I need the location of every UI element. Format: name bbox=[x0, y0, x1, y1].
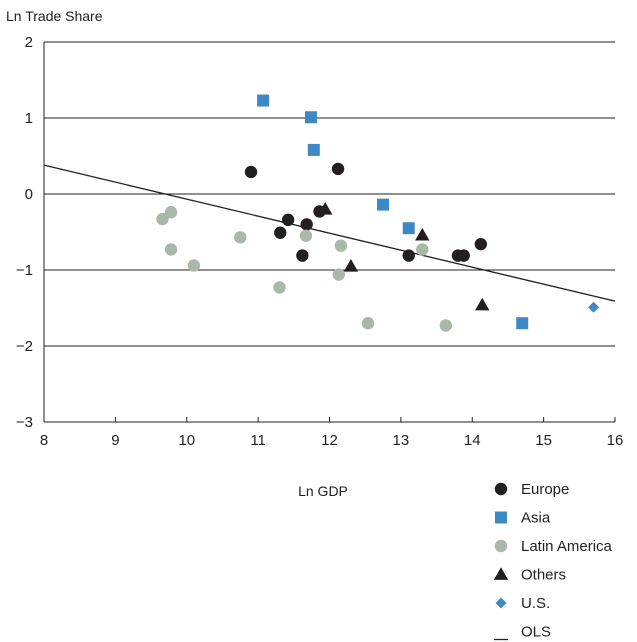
legend-label-latin-america: Latin America bbox=[521, 538, 613, 555]
point-europe bbox=[457, 249, 470, 262]
y-tick-label: −3 bbox=[16, 414, 33, 431]
point-u-s bbox=[588, 301, 600, 313]
point-latin-america bbox=[439, 319, 453, 332]
point-latin-america bbox=[416, 243, 429, 256]
point-others bbox=[415, 227, 430, 241]
point-europe bbox=[244, 165, 258, 179]
legend-label-others: Others bbox=[521, 567, 566, 584]
legend-swatch-europe bbox=[494, 482, 508, 496]
point-latin-america bbox=[156, 212, 169, 226]
point-asia bbox=[377, 198, 390, 211]
point-europe bbox=[300, 218, 313, 231]
legend-swatch-latin-america bbox=[494, 539, 508, 553]
legend-label-u-s: U.S. bbox=[521, 595, 550, 612]
point-latin-america bbox=[334, 239, 348, 252]
point-europe bbox=[274, 226, 287, 239]
ols-line bbox=[43, 164, 616, 302]
point-europe bbox=[331, 162, 345, 176]
legend-swatch-others bbox=[493, 567, 509, 580]
point-europe bbox=[402, 249, 415, 262]
x-tick-label: 13 bbox=[393, 432, 410, 449]
x-tick-label: 12 bbox=[321, 432, 338, 449]
marks-layer bbox=[156, 94, 600, 332]
y-tick-label: 2 bbox=[25, 34, 33, 51]
x-tick-label: 9 bbox=[111, 432, 119, 449]
y-tick-label: 0 bbox=[25, 186, 33, 203]
point-latin-america bbox=[332, 268, 345, 281]
point-others bbox=[318, 202, 333, 215]
y-tick-label: −2 bbox=[16, 338, 33, 355]
x-tick-label: 15 bbox=[535, 432, 552, 449]
point-others bbox=[343, 259, 359, 272]
x-tick-label: 16 bbox=[607, 432, 624, 449]
legend: Europe Asia Latin America Others U.S. OLS bbox=[493, 481, 613, 641]
point-latin-america bbox=[361, 317, 375, 330]
point-asia bbox=[304, 111, 317, 124]
x-tick-label: 14 bbox=[464, 432, 481, 449]
y-tick-label: 1 bbox=[25, 110, 33, 127]
point-asia bbox=[516, 317, 529, 330]
x-axis-title: Ln GDP bbox=[298, 483, 348, 499]
point-latin-america bbox=[164, 243, 178, 256]
y-tick-label: −1 bbox=[16, 262, 33, 279]
point-europe bbox=[296, 249, 309, 262]
y-axis-title: Ln Trade Share bbox=[6, 8, 103, 24]
point-latin-america bbox=[187, 259, 201, 272]
point-latin-america bbox=[164, 206, 178, 219]
point-latin-america bbox=[273, 281, 286, 294]
point-others bbox=[475, 297, 490, 311]
legend-label-asia: Asia bbox=[521, 510, 551, 527]
x-tick-label: 10 bbox=[178, 432, 195, 449]
x-tick-label: 11 bbox=[250, 432, 266, 449]
point-asia bbox=[307, 143, 320, 156]
point-europe bbox=[474, 237, 488, 251]
ols-layer bbox=[43, 164, 616, 302]
point-latin-america bbox=[234, 231, 247, 244]
point-asia bbox=[257, 94, 270, 107]
legend-label-ols: OLS bbox=[521, 624, 551, 641]
x-tick-label: 8 bbox=[40, 432, 48, 449]
point-europe bbox=[281, 213, 295, 227]
legend-label-europe: Europe bbox=[521, 481, 569, 498]
point-latin-america bbox=[299, 229, 313, 242]
legend-swatch-asia bbox=[495, 511, 507, 524]
axis-layer: 210−1−2−38 9 10 11 12 13 14 15 16 bbox=[16, 34, 623, 449]
legend-swatch-u-s bbox=[495, 597, 507, 609]
grid-layer bbox=[44, 41, 615, 347]
point-asia bbox=[402, 222, 415, 235]
